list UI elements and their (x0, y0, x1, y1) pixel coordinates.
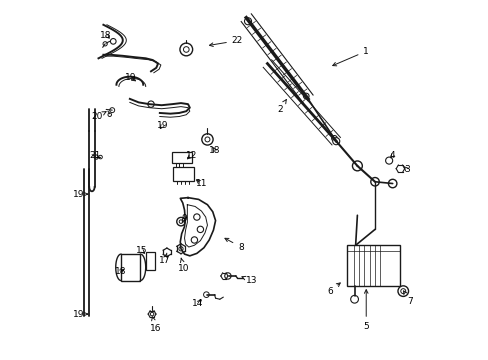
Circle shape (385, 157, 392, 164)
Circle shape (179, 247, 183, 251)
Circle shape (303, 93, 308, 99)
Circle shape (150, 312, 154, 316)
Text: 18: 18 (114, 267, 126, 276)
Text: 19: 19 (73, 310, 87, 319)
Text: 19: 19 (73, 190, 87, 199)
Circle shape (224, 273, 231, 279)
Circle shape (94, 155, 98, 159)
Circle shape (331, 136, 337, 141)
Circle shape (400, 289, 405, 294)
Text: 21: 21 (89, 151, 100, 160)
Text: 8: 8 (224, 238, 244, 252)
Circle shape (202, 134, 213, 145)
Text: 18: 18 (100, 31, 112, 40)
Circle shape (350, 295, 358, 303)
Bar (172, 153, 191, 163)
Circle shape (204, 137, 209, 142)
Circle shape (203, 292, 209, 297)
Circle shape (332, 138, 339, 145)
Text: 3: 3 (403, 165, 409, 174)
Circle shape (397, 286, 407, 296)
Circle shape (352, 161, 362, 171)
Text: 4: 4 (389, 151, 395, 160)
Circle shape (370, 177, 379, 186)
Circle shape (197, 226, 203, 233)
Text: 17: 17 (159, 253, 170, 265)
Circle shape (108, 113, 111, 117)
Bar (121, 254, 140, 280)
Text: 1: 1 (332, 47, 368, 66)
Bar (173, 167, 193, 181)
Text: 5: 5 (363, 290, 368, 331)
Text: 19: 19 (157, 121, 168, 130)
Circle shape (176, 217, 185, 226)
Circle shape (99, 155, 102, 159)
Circle shape (147, 101, 154, 107)
Text: 11: 11 (195, 179, 207, 188)
Text: 7: 7 (403, 291, 412, 306)
Circle shape (103, 42, 107, 46)
Circle shape (244, 18, 251, 25)
Text: 22: 22 (209, 36, 243, 46)
Circle shape (109, 108, 114, 113)
Text: 2: 2 (276, 100, 286, 114)
Circle shape (193, 214, 200, 220)
Text: 18: 18 (208, 145, 220, 154)
Text: 6: 6 (326, 283, 340, 296)
Text: 16: 16 (149, 317, 161, 333)
Text: 19: 19 (125, 73, 136, 82)
Circle shape (110, 39, 116, 44)
Circle shape (387, 179, 396, 188)
Circle shape (191, 237, 197, 243)
Bar (346, 245, 399, 286)
Text: 9: 9 (181, 214, 187, 223)
Text: 12: 12 (185, 151, 197, 160)
Text: 10: 10 (178, 258, 189, 273)
Text: 15: 15 (136, 246, 147, 255)
Text: 13: 13 (242, 276, 257, 285)
Circle shape (180, 43, 192, 56)
Circle shape (183, 47, 189, 52)
Text: 14: 14 (192, 299, 203, 308)
Text: 20: 20 (91, 112, 106, 121)
Bar (146, 252, 155, 270)
Circle shape (179, 220, 183, 224)
